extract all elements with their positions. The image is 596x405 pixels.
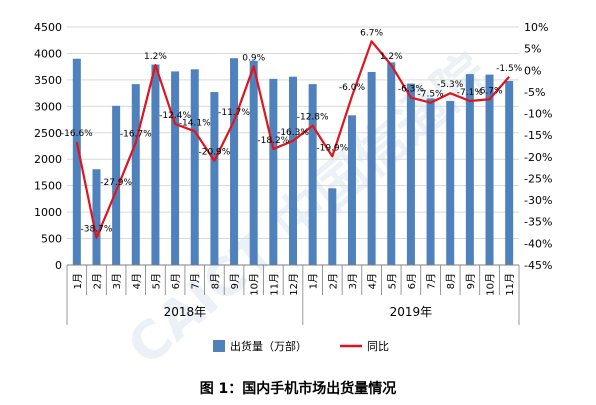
yoy-data-label: -7.1% (457, 88, 484, 98)
month-label: 3月 (111, 273, 123, 289)
left-axis-tick-label: 3000 (34, 100, 62, 113)
yoy-data-label: -16.6% (61, 129, 93, 139)
month-label: 1月 (308, 273, 320, 289)
shipment-bar (210, 92, 219, 265)
right-axis-tick-label: -45% (524, 259, 552, 272)
right-axis-tick-label: 0% (524, 64, 541, 77)
shipment-bar (387, 62, 396, 266)
year-label: 2019年 (390, 305, 433, 319)
month-label: 11月 (268, 273, 280, 296)
month-label: 11月 (504, 273, 516, 296)
shipment-bar (308, 84, 317, 266)
shipment-bar (505, 80, 514, 266)
yoy-data-label: -16.3% (277, 128, 309, 138)
shipment-bar (269, 78, 278, 265)
month-label: 12月 (288, 273, 300, 296)
figure-caption: 图 1：国内手机市场出货量情况 (199, 381, 397, 397)
yoy-data-label: -12.4% (159, 111, 191, 121)
yoy-data-label: -16.7% (120, 130, 152, 140)
shipment-bar (112, 105, 121, 265)
yoy-data-label: -12.8% (297, 113, 329, 123)
month-label: 3月 (347, 273, 359, 289)
month-label: 7月 (190, 273, 202, 289)
right-axis-tick-label: -5% (524, 86, 545, 99)
year-label: 2018年 (164, 305, 207, 319)
yoy-data-label: 1.2% (144, 52, 167, 62)
shipment-bar (406, 83, 415, 265)
shipment-bar (367, 71, 376, 265)
shipment-bar (92, 169, 101, 265)
month-label: 1月 (72, 273, 84, 289)
shipment-bar (465, 74, 474, 266)
yoy-line (75, 40, 511, 239)
yoy-data-label: 1.2% (380, 52, 403, 62)
right-axis-tick-label: 10% (524, 21, 548, 34)
month-label: 9月 (465, 273, 477, 289)
month-label: 4月 (131, 273, 143, 289)
left-axis-tick-label: 4000 (34, 47, 62, 60)
right-axis-tick-label: -20% (524, 151, 552, 164)
month-label: 10月 (249, 273, 261, 296)
yoy-data-label: -7.5% (418, 90, 445, 100)
yoy-data-label: -1.5% (496, 64, 523, 74)
month-label: 5月 (386, 273, 398, 289)
shipment-bar (328, 188, 337, 265)
left-axis-tick-label: 1500 (34, 180, 62, 193)
shipment-bar (190, 69, 199, 265)
right-axis-tick-label: -25% (524, 172, 552, 185)
yoy-data-label: 6.7% (360, 28, 383, 38)
month-label: 5月 (150, 273, 162, 289)
left-axis-tick-label: 1000 (34, 206, 62, 219)
month-label: 4月 (367, 273, 379, 289)
legend-swatch-bar (213, 340, 225, 352)
right-axis-tick-label: -10% (524, 108, 552, 121)
left-axis-tick-label: 3500 (34, 74, 62, 87)
shipment-bar (446, 101, 455, 266)
month-label: 7月 (426, 273, 438, 289)
month-label: 2月 (91, 273, 103, 289)
shipment-bar (426, 98, 435, 266)
shipment-bar (131, 84, 140, 266)
legend-label-line: 同比 (367, 340, 389, 353)
right-axis-tick-label: -30% (524, 194, 552, 207)
yoy-data-label: -5.3% (437, 80, 464, 90)
month-label: 2月 (327, 273, 339, 289)
right-axis-tick-label: -35% (524, 216, 552, 229)
month-label: 10月 (485, 273, 497, 296)
shipment-bar (289, 76, 297, 266)
shipment-bar (151, 64, 160, 265)
left-axis-tick-label: 2500 (34, 127, 62, 140)
month-label: 8月 (445, 273, 457, 289)
right-axis-tick-label: -40% (524, 237, 552, 250)
legend-label-bar: 出货量（万部） (230, 339, 307, 353)
month-label: 8月 (209, 273, 221, 289)
shipment-bar (230, 58, 239, 266)
yoy-data-label: -6.0% (339, 83, 366, 93)
yoy-data-label: -20.9% (198, 148, 230, 158)
right-axis-tick-label: 5% (524, 43, 541, 56)
month-label: 6月 (406, 273, 418, 289)
shipment-bar (347, 115, 356, 265)
yoy-data-label: -11.7% (218, 108, 250, 118)
left-axis-tick-label: 0 (55, 259, 62, 272)
yoy-data-label: -6.7% (476, 86, 503, 96)
right-axis-tick-label: -15% (524, 129, 552, 142)
yoy-data-label: -19.9% (316, 143, 348, 153)
shipment-bar (485, 74, 494, 265)
month-label: 9月 (229, 273, 241, 289)
yoy-data-label: -38.7% (81, 225, 113, 235)
yoy-data-label: 0.9% (242, 53, 265, 63)
shipment-bar (171, 71, 180, 265)
left-axis-tick-label: 500 (41, 233, 62, 246)
yoy-data-label: -6.3% (398, 85, 425, 95)
shipment-bar (72, 58, 81, 265)
yoy-data-label: -14.1% (179, 118, 211, 128)
month-label: 6月 (170, 273, 182, 289)
left-axis-tick-label: 2000 (34, 153, 62, 166)
shipment-bar (249, 60, 258, 265)
left-axis-tick-label: 4500 (34, 21, 62, 34)
yoy-data-label: -27.9% (100, 178, 132, 188)
yoy-data-label: -18.2% (257, 136, 289, 146)
